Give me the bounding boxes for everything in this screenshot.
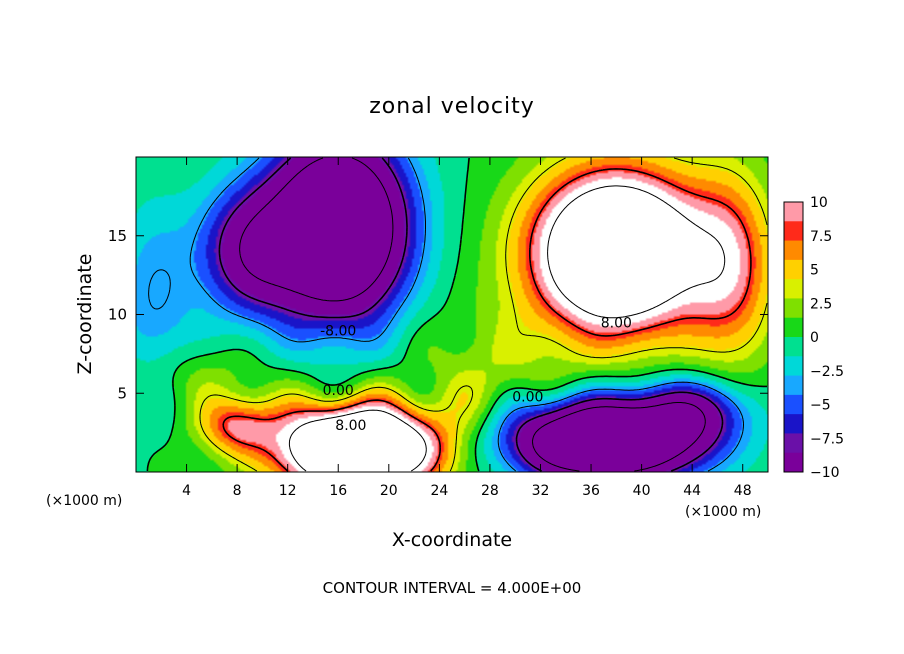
x-tick-label: 24 [430, 483, 448, 499]
colorbar-swatch [784, 279, 803, 299]
contour-label: 0.00 [512, 389, 543, 405]
colorbar-swatch [784, 259, 803, 280]
colorbar-tick-label: −10 [810, 465, 840, 481]
y-axis-label: Z-coordinate [74, 254, 96, 375]
contour-level-8 [222, 168, 752, 472]
colorbar-tick-label: −5 [810, 398, 831, 414]
velocity-field [136, 157, 768, 472]
x-tick-label: 16 [329, 483, 347, 499]
x-tick-label: 12 [279, 483, 297, 499]
contour-label: 8.00 [335, 418, 366, 434]
colorbar-tick-label: −7.5 [810, 431, 844, 447]
contour-level-neg12 [239, 157, 706, 472]
y-axis-ticks: 5 10 15 [108, 227, 768, 402]
y-tick-label: 15 [108, 227, 127, 245]
x-tick-label: 32 [532, 483, 550, 499]
colorbar-tick-label: 10 [810, 195, 828, 211]
contour-label: 0.00 [323, 383, 354, 399]
x-tick-label: 48 [734, 483, 752, 499]
colorbar-swatch [784, 375, 803, 396]
colorbar-swatch [784, 394, 803, 415]
contour-level-12 [288, 185, 726, 472]
contour-labels: -8.00 8.00 0.00 0.00 8.00 [320, 315, 632, 433]
x-axis-ticks: 4 8 12 16 20 24 28 32 36 40 44 48 [182, 157, 752, 499]
colorbar-swatch [784, 414, 803, 434]
colorbar-swatch [784, 298, 803, 319]
plot-area: -8.00 8.000.00 0.008.00 4 8 12 16 20 24 28 32 36 40… [108, 156, 769, 499]
x-axis-label: X-coordinate [392, 529, 512, 551]
colorbar-swatch [784, 240, 803, 261]
x-tick-label: 44 [683, 483, 701, 499]
chart-title: zonal velocity [369, 94, 535, 119]
contour-level-0 [146, 157, 767, 472]
contour-interval-note: CONTOUR INTERVAL = 4.000E+00 [323, 579, 582, 597]
colorbar-ticks: 10 7.5 5 2.5 0 −2.5 −5 −7.5 −10 [810, 195, 844, 481]
colorbar-swatch [784, 202, 803, 222]
x-tick-label: 8 [233, 483, 242, 499]
x-tick-label: 40 [633, 483, 651, 499]
x-tick-label: 36 [582, 483, 600, 499]
contour-level-neg4 [148, 157, 744, 472]
colorbar: 10 7.5 5 2.5 0 −2.5 −5 −7.5 −10 [783, 195, 844, 481]
colorbar-swatch [784, 337, 803, 357]
colorbar-tick-label: 0 [810, 330, 819, 346]
contour-label: 8.00 [601, 315, 632, 331]
y-tick-label: 10 [108, 306, 127, 324]
x-tick-label: 28 [481, 483, 499, 499]
x-unit-right: (×1000 m) [685, 504, 761, 520]
colorbar-swatch [784, 221, 803, 242]
colorbar-swatches [784, 202, 803, 473]
contour-level-4 [199, 157, 768, 472]
colorbar-tick-label: 7.5 [810, 229, 832, 245]
contour-label: -8.00 [320, 323, 356, 339]
contour-level-neg8 [218, 157, 724, 472]
y-tick-label: 5 [117, 384, 127, 402]
contour-lines [146, 157, 768, 472]
colorbar-swatch [784, 356, 803, 377]
x-tick-label: 4 [182, 483, 191, 499]
colorbar-frame [783, 201, 804, 473]
colorbar-swatch [784, 433, 803, 454]
colorbar-tick-label: −2.5 [810, 364, 844, 380]
x-unit-left: (×1000 m) [46, 493, 122, 509]
x-tick-label: 20 [380, 483, 398, 499]
colorbar-swatch [784, 317, 803, 338]
colorbar-tick-label: 2.5 [810, 296, 832, 312]
colorbar-tick-label: 5 [810, 263, 819, 279]
colorbar-swatch [784, 452, 803, 473]
